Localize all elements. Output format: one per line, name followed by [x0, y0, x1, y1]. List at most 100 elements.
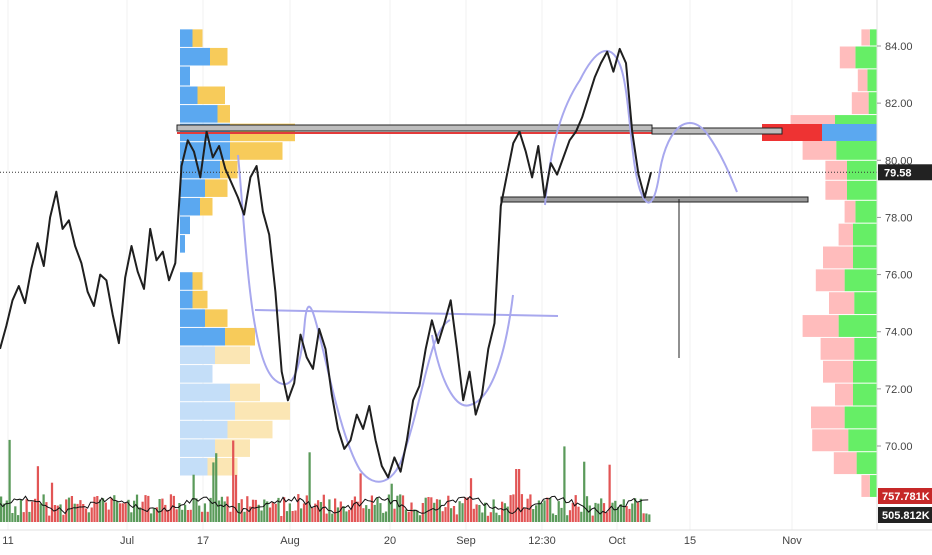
volume-bar [87, 512, 90, 522]
volume-bar [22, 512, 25, 522]
vp-right-buy-bar [855, 46, 877, 69]
volume-bar [308, 452, 311, 522]
resistance-box-left[interactable] [176, 124, 653, 132]
volume-bar [370, 495, 374, 522]
volume-bar [523, 508, 526, 522]
vp-left-up-bar [180, 29, 193, 47]
volume-bar [639, 498, 642, 522]
vp-left-up-bar [180, 179, 205, 197]
volume-bar [492, 499, 495, 522]
vp-right-sell-bar [815, 269, 845, 292]
volume-bar [467, 497, 470, 522]
vp-right-buy-bar [867, 69, 877, 92]
volume-bar [472, 508, 475, 522]
volume-bar [274, 503, 277, 522]
inverse-head-curve[interactable] [544, 50, 738, 206]
volume-bar [393, 508, 396, 522]
vp-left-up-bar [180, 365, 213, 383]
volume-bar [447, 495, 450, 522]
volume-bar [319, 502, 323, 522]
volume-bar [373, 504, 376, 522]
volume-bar [602, 503, 606, 522]
volume-bar [249, 506, 252, 522]
neckline[interactable] [254, 309, 559, 317]
vp-right-buy-bar [869, 29, 877, 46]
volume-bar [407, 511, 410, 522]
volume-bar [212, 462, 215, 522]
volume-bar [297, 494, 300, 522]
cup-curve-right[interactable] [431, 294, 514, 407]
vp-left-up-bar [180, 457, 208, 476]
volume-bar [82, 504, 85, 522]
vp-left-down-bar [197, 86, 225, 105]
volume-bar [53, 505, 57, 522]
pattern-drawings[interactable] [237, 50, 738, 483]
volume-bar [283, 497, 286, 522]
volume-bar [421, 503, 424, 522]
volume-bar [67, 497, 71, 522]
volume-bar [568, 510, 572, 522]
volume-bar [5, 500, 8, 522]
volume-bar [246, 496, 249, 522]
time-tick-label: 20 [384, 535, 396, 547]
resistance-zone[interactable] [176, 124, 783, 135]
volume-bar [73, 503, 76, 522]
vp-left-down-bar [207, 457, 238, 476]
volume-bar [243, 511, 246, 522]
volume-bar [260, 510, 263, 522]
vp-right-buy-bar [847, 160, 877, 180]
volume-bar [540, 503, 543, 522]
time-axis[interactable]: 11 Jul 17 Aug 20 Sep 12:30 Oct 15 Nov [2, 535, 802, 547]
vp-left-up-bar [180, 309, 205, 327]
time-tick-label: 11 [2, 535, 13, 547]
volume-bar [314, 503, 317, 522]
vp-left-up-bar [180, 86, 198, 105]
vp-left-down-bar [225, 327, 255, 346]
volume-bar [311, 507, 314, 522]
vp-left-down-bar [235, 402, 290, 420]
cup-curve-left[interactable] [237, 154, 451, 483]
volume-bar [501, 501, 504, 522]
volume-bar [127, 499, 130, 522]
volume-bar [481, 512, 484, 522]
volume-bar [93, 496, 96, 522]
volume-bar [478, 505, 481, 522]
volume-bar [648, 514, 651, 522]
volume-bar [217, 500, 221, 522]
volume-bar [186, 510, 190, 522]
vp-right-sell-bar [833, 452, 857, 475]
volume-bar [365, 505, 368, 522]
volume-bar [384, 511, 388, 522]
vp-right-sell-bar [825, 160, 847, 180]
vp-right-sell-bar [812, 429, 849, 452]
vp-right-sell-bar [820, 337, 855, 360]
volume-bar [84, 508, 88, 522]
volume-bar [495, 512, 498, 522]
vp-right-buy-bar [836, 137, 877, 160]
resistance-box-right[interactable] [651, 127, 783, 135]
volume-bar [96, 496, 99, 522]
volume-bar [203, 503, 207, 522]
volume-badge-bg [878, 488, 932, 504]
current-price-badge-bg [878, 164, 932, 181]
volume-bar [11, 513, 14, 522]
vp-right-sell-bar [829, 292, 855, 315]
volume-bar [178, 503, 181, 522]
volume-bar [506, 506, 509, 522]
volume-bar [118, 503, 122, 522]
volume-bar [557, 501, 560, 522]
volume-bar [229, 511, 232, 522]
volume-bar [215, 453, 218, 522]
time-tick-label: Aug [280, 535, 300, 547]
volume-bar [605, 512, 608, 522]
volume-bar [226, 496, 229, 522]
volume-bar [70, 496, 74, 522]
volume-bar [334, 498, 337, 522]
volume-bar [223, 501, 226, 522]
volume-bar [634, 498, 637, 522]
volume-bar [36, 466, 40, 522]
volume-bar [339, 501, 342, 522]
time-tick-label: 12:30 [528, 535, 556, 547]
